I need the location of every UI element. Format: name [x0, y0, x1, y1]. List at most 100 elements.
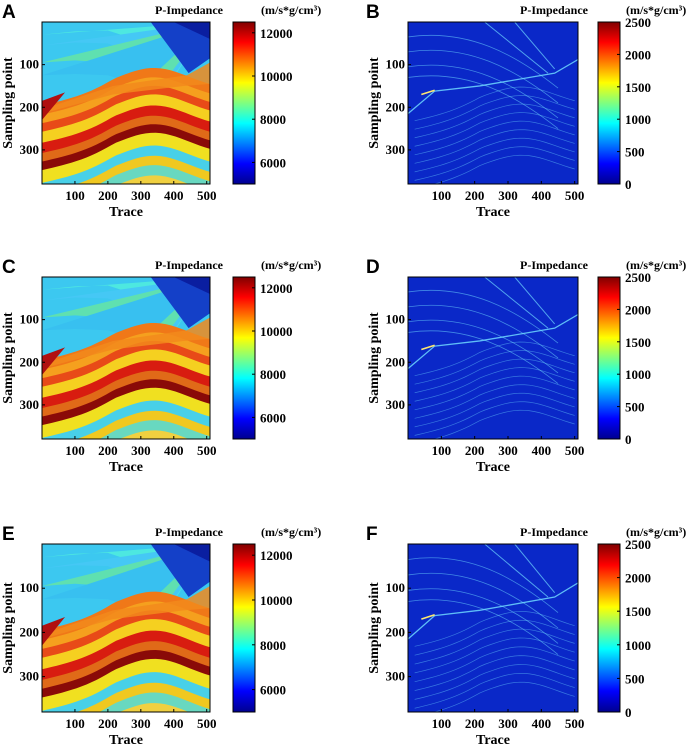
colorbar — [232, 276, 256, 440]
y-axis-label: Sampling point — [1, 582, 16, 674]
panel-B: B 100 200 300 400 500 100 200 300 Trace Sampling p… — [366, 2, 686, 220]
colorbar — [232, 21, 256, 185]
error-streak — [414, 672, 575, 709]
error-streak — [408, 599, 559, 655]
colorbar-title: P-Impedance — [520, 525, 589, 539]
error-streak — [414, 95, 575, 130]
fault-band — [42, 62, 210, 114]
y-tick-label: 300 — [20, 397, 40, 412]
colorbar-unit: (m/s*g/cm³) — [261, 3, 321, 17]
fault-streak — [408, 582, 578, 640]
error-streak — [484, 22, 549, 74]
error-streak — [408, 319, 559, 374]
colorbar-tick-label: 1500 — [625, 335, 651, 350]
x-tick-label: 200 — [98, 716, 118, 731]
error-streak — [408, 304, 559, 359]
x-axis-label: Trace — [476, 460, 510, 475]
error-streak — [414, 137, 575, 173]
colorbar — [597, 543, 621, 713]
error-background — [408, 22, 578, 184]
deep-layer-12 — [119, 430, 189, 439]
y-tick-label: 300 — [386, 669, 406, 684]
error-background — [408, 277, 578, 439]
fault-streak — [408, 58, 578, 115]
colorbar-unit: (m/s*g/cm³) — [626, 258, 686, 272]
error-streak — [408, 34, 559, 89]
error-streak — [414, 350, 575, 385]
left-wedge — [42, 616, 66, 646]
colorbar-unit: (m/s*g/cm³) — [261, 258, 321, 272]
y-tick-label: 100 — [386, 312, 406, 327]
x-tick-label: 100 — [65, 443, 85, 458]
x-tick-label: 100 — [432, 443, 452, 458]
x-tick-label: 400 — [164, 443, 184, 458]
colorbar-tick-label: 12000 — [260, 26, 293, 41]
x-tick-label: 500 — [565, 443, 585, 458]
colorbar-tick-label: 2500 — [625, 537, 651, 552]
error-background — [408, 544, 578, 712]
error-streak — [408, 49, 559, 104]
high-error-spot — [421, 344, 435, 351]
y-tick-label: 100 — [20, 312, 40, 327]
deep-layer-11 — [99, 420, 210, 439]
y-tick-label: 100 — [386, 57, 406, 72]
y-tick-label: 100 — [20, 57, 40, 72]
x-tick-label: 400 — [532, 443, 552, 458]
colorbar-tick-label: 0 — [625, 177, 632, 192]
y-tick-label: 200 — [20, 99, 40, 114]
x-tick-label: 400 — [532, 716, 552, 731]
error-streak — [414, 628, 575, 665]
colorbar-tick-label: 2000 — [625, 571, 651, 586]
colorbar — [597, 21, 621, 185]
y-tick-label: 200 — [20, 354, 40, 369]
high-error-spot — [421, 613, 435, 620]
deep-layer-11 — [99, 165, 210, 184]
colorbar-unit: (m/s*g/cm³) — [626, 3, 686, 17]
error-streak — [414, 384, 575, 419]
error-streak — [414, 392, 575, 428]
colorbar-tick-label: 2000 — [625, 302, 651, 317]
colorbar-tick-label: 10000 — [260, 593, 293, 608]
deep-layer-12 — [119, 175, 189, 184]
x-tick-label: 100 — [65, 716, 85, 731]
colorbar-tick-label: 12000 — [260, 548, 293, 563]
error-streak — [408, 572, 559, 629]
fault-band — [42, 317, 210, 369]
colorbar-tick-label: 10000 — [260, 69, 293, 84]
x-tick-label: 300 — [498, 716, 518, 731]
colorbar-tick-label: 2500 — [625, 270, 651, 285]
x-tick-label: 300 — [131, 188, 151, 203]
error-streak — [414, 103, 575, 139]
colorbar-tick-label: 8000 — [260, 367, 286, 382]
low-impedance-wedge — [150, 22, 210, 74]
error-streak — [414, 401, 575, 436]
colorbar-tick-label: 8000 — [260, 112, 286, 127]
error-streak — [514, 544, 556, 593]
low-impedance-wedge — [150, 277, 210, 329]
error-streak — [414, 341, 575, 377]
colorbar-tick-label: 6000 — [260, 683, 286, 698]
colorbar-unit: (m/s*g/cm³) — [261, 525, 321, 539]
x-tick-label: 300 — [498, 188, 518, 203]
error-streak — [408, 588, 559, 644]
colorbar-tick-label: 1500 — [625, 80, 651, 95]
x-tick-label: 500 — [565, 716, 585, 731]
x-axis-label: Trace — [476, 733, 510, 748]
plot-frame — [407, 21, 579, 185]
x-tick-label: 200 — [465, 716, 485, 731]
left-wedge — [42, 92, 66, 121]
x-tick-label: 300 — [131, 443, 151, 458]
panel-letter: E — [2, 524, 15, 545]
y-tick-label: 100 — [386, 580, 406, 595]
fault-streak — [408, 313, 578, 370]
colorbar — [597, 276, 621, 440]
x-tick-label: 500 — [565, 188, 585, 203]
error-streak — [414, 646, 575, 683]
x-axis-label: Trace — [476, 205, 510, 220]
y-tick-label: 100 — [20, 580, 40, 595]
y-tick-label: 200 — [20, 624, 40, 639]
plot-frame — [41, 543, 211, 713]
error-streak — [414, 358, 575, 394]
error-streak — [414, 375, 575, 411]
colorbar-tick-label: 500 — [625, 671, 645, 686]
